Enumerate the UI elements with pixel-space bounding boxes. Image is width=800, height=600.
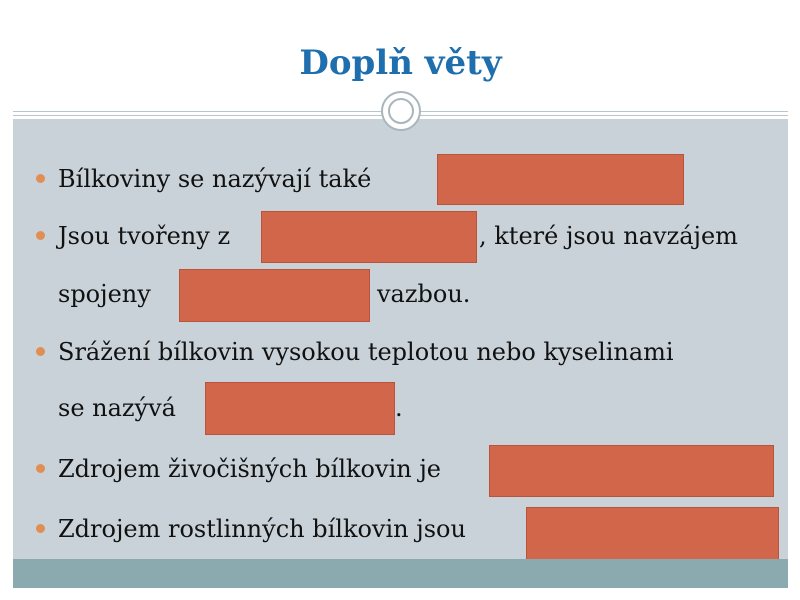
answer-blank-2[interactable] — [261, 211, 477, 263]
item-3-text-a: Srážení bílkovin vysokou teplotou nebo k… — [58, 338, 674, 366]
item-4-text: Zdrojem živočišných bílkovin je — [58, 455, 441, 483]
answer-blank-6[interactable] — [526, 507, 779, 560]
bullet-dot — [36, 347, 45, 356]
item-2-text-c: spojeny — [58, 280, 151, 308]
slide: Doplň věty Bílkoviny se nazývají také Js… — [13, 13, 788, 588]
item-5-text: Zdrojem rostlinných bílkovin jsou — [58, 515, 466, 543]
slide-title: Doplň věty — [299, 43, 502, 83]
bullet-dot — [36, 464, 45, 473]
answer-blank-3[interactable] — [179, 269, 370, 322]
item-1-text: Bílkoviny se nazývají také — [58, 165, 372, 193]
slide-footer-band — [13, 559, 788, 588]
bullet-dot — [36, 524, 45, 533]
answer-blank-4[interactable] — [205, 382, 395, 435]
answer-blank-1[interactable] — [437, 154, 684, 205]
bullet-dot — [36, 231, 45, 240]
item-3-text-b: se nazývá — [58, 394, 176, 422]
item-2-text-a: Jsou tvořeny z — [58, 222, 231, 250]
item-3-text-c: . — [395, 394, 403, 422]
answer-blank-5[interactable] — [489, 445, 774, 497]
divider-circle-ornament — [381, 91, 421, 131]
item-2-text-b: , které jsou navzájem — [479, 222, 738, 250]
item-2-text-d: vazbou. — [377, 280, 471, 308]
slide-body: Bílkoviny se nazývají také Jsou tvořeny … — [13, 119, 788, 560]
bullet-dot — [36, 174, 45, 183]
